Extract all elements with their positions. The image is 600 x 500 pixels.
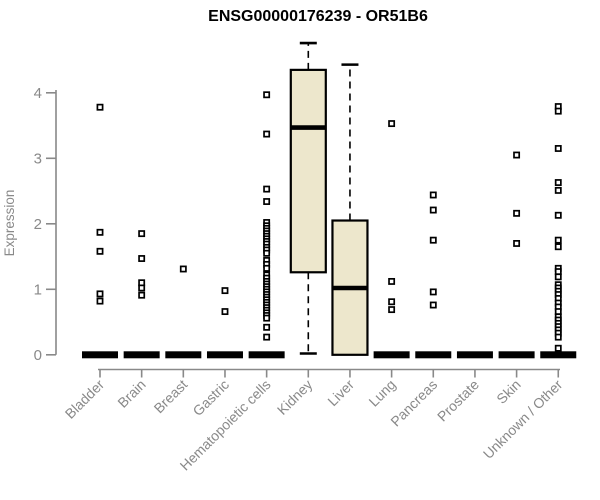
outlier-skin xyxy=(513,240,521,247)
outlier-gastric xyxy=(221,308,229,316)
outlier-bladder xyxy=(96,290,104,298)
y-tick-label: 4 xyxy=(34,85,42,102)
outlier-hematopoietic-cells xyxy=(263,185,271,193)
outlier-breast xyxy=(179,265,187,273)
chart-title: ENSG00000176239 - OR51B6 xyxy=(208,8,428,25)
y-tick-label: 0 xyxy=(34,347,42,364)
outlier-hematopoietic-cells xyxy=(263,249,271,257)
y-tick-label: 2 xyxy=(34,216,42,233)
outlier-pancreas xyxy=(429,301,437,309)
outlier-points xyxy=(96,91,562,352)
y-tick-label: 1 xyxy=(34,282,42,299)
y-axis-label: Expression xyxy=(2,190,17,257)
outlier-hematopoietic-cells xyxy=(263,323,271,331)
outlier-brain xyxy=(138,291,146,299)
outlier-unknown-other xyxy=(554,273,562,281)
x-tick-label-skin: Skin xyxy=(493,376,524,407)
outlier-hematopoietic-cells xyxy=(263,333,271,341)
outlier-lung xyxy=(388,306,396,314)
x-tick-label-breast: Breast xyxy=(151,376,191,416)
outlier-unknown-other xyxy=(554,179,562,186)
outlier-bladder xyxy=(96,103,104,111)
outlier-unknown-other xyxy=(554,107,562,115)
outlier-lung xyxy=(388,120,396,128)
outlier-pancreas xyxy=(429,191,437,199)
box-unknown-other xyxy=(540,351,577,359)
box-hematopoietic-cells xyxy=(248,351,285,359)
box-skin xyxy=(498,351,535,359)
outlier-hematopoietic-cells xyxy=(263,91,271,99)
outlier-hematopoietic-cells xyxy=(263,314,271,322)
outlier-bladder xyxy=(96,247,104,255)
box-brain xyxy=(123,351,160,359)
outlier-hematopoietic-cells xyxy=(263,198,271,205)
box-kidney xyxy=(289,68,327,274)
outlier-unknown-other xyxy=(554,333,562,341)
outlier-unknown-other xyxy=(554,243,562,251)
boxplots xyxy=(82,41,577,359)
outlier-lung xyxy=(388,298,396,306)
x-tick-label-lung: Lung xyxy=(365,376,398,409)
outlier-gastric xyxy=(221,287,229,295)
x-tick-label-unknown-other: Unknown / Other xyxy=(480,376,566,462)
outlier-bladder xyxy=(96,297,104,305)
outlier-unknown-other xyxy=(554,236,562,244)
outlier-unknown-other xyxy=(554,186,562,194)
outlier-brain xyxy=(138,230,146,238)
outlier-unknown-other xyxy=(554,344,562,352)
x-tick-label-prostate: Prostate xyxy=(434,376,482,424)
outlier-pancreas xyxy=(429,206,437,214)
box-lung xyxy=(373,351,410,359)
x-tick-label-bladder: Bladder xyxy=(62,376,108,422)
box-prostate xyxy=(456,351,493,359)
box-bladder xyxy=(82,351,118,359)
outlier-brain xyxy=(138,255,146,262)
x-tick-label-liver: Liver xyxy=(324,376,357,409)
outlier-lung xyxy=(388,277,396,285)
outlier-pancreas xyxy=(429,236,437,244)
y-tick-label: 3 xyxy=(34,151,42,168)
outlier-brain xyxy=(138,284,146,292)
outlier-hematopoietic-cells xyxy=(263,264,271,272)
x-tick-label-brain: Brain xyxy=(114,376,148,410)
box-breast xyxy=(165,351,202,359)
outlier-unknown-other xyxy=(554,211,562,219)
outlier-hematopoietic-cells xyxy=(263,130,271,138)
outlier-bladder xyxy=(96,228,104,236)
outlier-unknown-other xyxy=(554,145,562,152)
outlier-skin xyxy=(513,151,521,159)
box-pancreas xyxy=(415,351,452,359)
outlier-skin xyxy=(513,209,521,217)
x-tick-label-kidney: Kidney xyxy=(274,376,316,418)
outlier-pancreas xyxy=(429,288,437,296)
box-gastric xyxy=(206,351,243,359)
